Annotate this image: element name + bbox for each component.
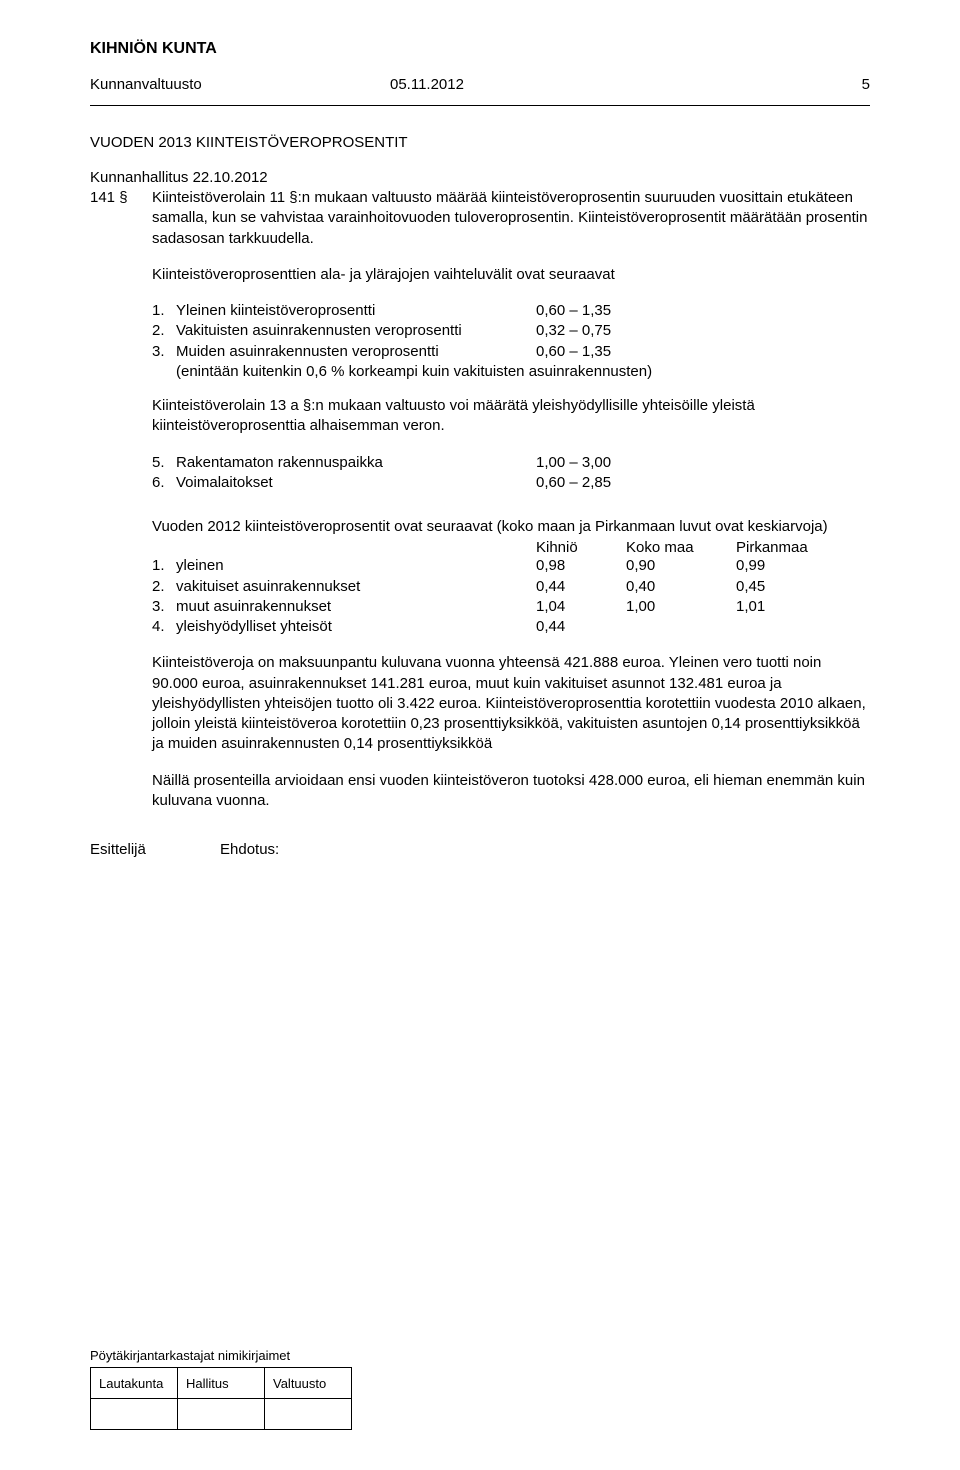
cell-pirkanmaa: 0,99 xyxy=(736,556,846,576)
list-value: 0,60 – 2,85 xyxy=(536,473,646,493)
item-number: 141 § xyxy=(90,188,152,249)
cell-kokomaa: 1,00 xyxy=(626,597,736,617)
ranges-list: 1. Yleinen kiinteistöveroprosentti 0,60 … xyxy=(152,301,870,382)
cell-pirkanmaa: 0,45 xyxy=(736,577,846,597)
table-row xyxy=(91,1399,352,1430)
page-number: 5 xyxy=(650,76,870,93)
footer-cell-valtuusto: Valtuusto xyxy=(265,1368,352,1399)
footer-caption: Pöytäkirjantarkastajat nimikirjaimet xyxy=(90,1348,352,1363)
cell-pirkanmaa xyxy=(736,617,846,637)
cell-kokomaa: 0,90 xyxy=(626,556,736,576)
extra-ranges-list: 5. Rakentamaton rakennuspaikka 1,00 – 3,… xyxy=(152,453,870,494)
proposal-label: Ehdotus: xyxy=(220,841,279,858)
row-number: 4. xyxy=(152,617,176,637)
cell-kihnio: 0,44 xyxy=(536,577,626,597)
footer-table: Lautakunta Hallitus Valtuusto xyxy=(90,1367,352,1430)
cell-pirkanmaa: 1,01 xyxy=(736,597,846,617)
row-label: vakituiset asuinrakennukset xyxy=(176,577,536,597)
law13a-paragraph: Kiinteistöverolain 13 a §:n mukaan valtu… xyxy=(152,396,870,437)
list-item: 1. Yleinen kiinteistöveroprosentti 0,60 … xyxy=(152,301,870,321)
compare-table: 1. yleinen 0,98 0,90 0,99 2. vakituiset … xyxy=(152,556,870,637)
row-number: 1. xyxy=(152,556,176,576)
compare-head-pirkanmaa: Pirkanmaa xyxy=(736,539,846,556)
table-row: 2. vakituiset asuinrakennukset 0,44 0,40… xyxy=(152,577,870,597)
estimate-paragraph: Näillä prosenteilla arvioidaan ensi vuod… xyxy=(152,771,870,812)
list-label: Muiden asuinrakennusten veroprosentti xyxy=(176,342,536,362)
page: KIHNIÖN KUNTA Kunnanvaltuusto 05.11.2012… xyxy=(0,0,960,1470)
table-row: 1. yleinen 0,98 0,90 0,99 xyxy=(152,556,870,576)
list-item: 2. Vakituisten asuinrakennusten veropros… xyxy=(152,321,870,341)
list-label: Yleinen kiinteistöveroprosentti xyxy=(176,301,536,321)
proposer-label: Esittelijä xyxy=(90,841,220,858)
footer-empty-cell xyxy=(178,1399,265,1430)
revenue-paragraph: Kiinteistöveroja on maksuunpantu kuluvan… xyxy=(152,653,870,754)
section-title: VUODEN 2013 KIINTEISTÖVEROPROSENTIT xyxy=(90,134,870,151)
cell-kihnio: 1,04 xyxy=(536,597,626,617)
compare-head-kihnio: Kihniö xyxy=(536,539,626,556)
cell-kihnio: 0,44 xyxy=(536,617,626,637)
proposer-row: Esittelijä Ehdotus: xyxy=(90,841,870,858)
subheading: Kunnanhallitus 22.10.2012 xyxy=(90,169,870,186)
footer-empty-cell xyxy=(265,1399,352,1430)
cell-kokomaa: 0,40 xyxy=(626,577,736,597)
organization-name: KIHNIÖN KUNTA xyxy=(90,40,870,58)
table-row: 3. muut asuinrakennukset 1,04 1,00 1,01 xyxy=(152,597,870,617)
table-row: 4. yleishyödylliset yhteisöt 0,44 xyxy=(152,617,870,637)
header-row: Kunnanvaltuusto 05.11.2012 5 xyxy=(90,76,870,93)
spacer xyxy=(152,539,536,556)
list-label: Rakentamaton rakennuspaikka xyxy=(176,453,536,473)
list-number: 5. xyxy=(152,453,176,473)
footer-cell-hallitus: Hallitus xyxy=(178,1368,265,1399)
footer-empty-cell xyxy=(91,1399,178,1430)
row-number: 3. xyxy=(152,597,176,617)
cell-kihnio: 0,98 xyxy=(536,556,626,576)
list-value: 1,00 – 3,00 xyxy=(536,453,646,473)
list-item: 6. Voimalaitokset 0,60 – 2,85 xyxy=(152,473,870,493)
intro-paragraph: Kiinteistöverolain 11 §:n mukaan valtuus… xyxy=(152,188,870,249)
list-value: 0,60 – 1,35 xyxy=(536,301,646,321)
compare-head-kokomaa: Koko maa xyxy=(626,539,736,556)
list-value: 0,32 – 0,75 xyxy=(536,321,646,341)
cell-kokomaa xyxy=(626,617,736,637)
list-number: 3. xyxy=(152,342,176,362)
list-item: 5. Rakentamaton rakennuspaikka 1,00 – 3,… xyxy=(152,453,870,473)
row-label: muut asuinrakennukset xyxy=(176,597,536,617)
row-number: 2. xyxy=(152,577,176,597)
list-label: Voimalaitokset xyxy=(176,473,536,493)
header-date: 05.11.2012 xyxy=(390,76,650,93)
list-number: 2. xyxy=(152,321,176,341)
header-body: Kunnanvaltuusto xyxy=(90,76,390,93)
compare-header-row: Kihniö Koko maa Pirkanmaa xyxy=(152,539,870,556)
ranges-note: (enintään kuitenkin 0,6 % korkeampi kuin… xyxy=(176,362,870,382)
row-label: yleinen xyxy=(176,556,536,576)
list-item: 3. Muiden asuinrakennusten veroprosentti… xyxy=(152,342,870,362)
divider xyxy=(90,105,870,106)
footer-cell-lautakunta: Lautakunta xyxy=(91,1368,178,1399)
list-number: 6. xyxy=(152,473,176,493)
compare-lead: Vuoden 2012 kiinteistöveroprosentit ovat… xyxy=(152,517,870,537)
row-label: yleishyödylliset yhteisöt xyxy=(176,617,536,637)
ranges-lead: Kiinteistöveroprosenttien ala- ja yläraj… xyxy=(152,265,870,285)
list-number: 1. xyxy=(152,301,176,321)
list-value: 0,60 – 1,35 xyxy=(536,342,646,362)
agenda-item: 141 § Kiinteistöverolain 11 §:n mukaan v… xyxy=(90,188,870,249)
footer: Pöytäkirjantarkastajat nimikirjaimet Lau… xyxy=(90,1348,352,1430)
list-label: Vakituisten asuinrakennusten veroprosent… xyxy=(176,321,536,341)
table-row: Lautakunta Hallitus Valtuusto xyxy=(91,1368,352,1399)
list-number xyxy=(152,362,176,382)
list-note: (enintään kuitenkin 0,6 % korkeampi kuin… xyxy=(152,362,870,382)
